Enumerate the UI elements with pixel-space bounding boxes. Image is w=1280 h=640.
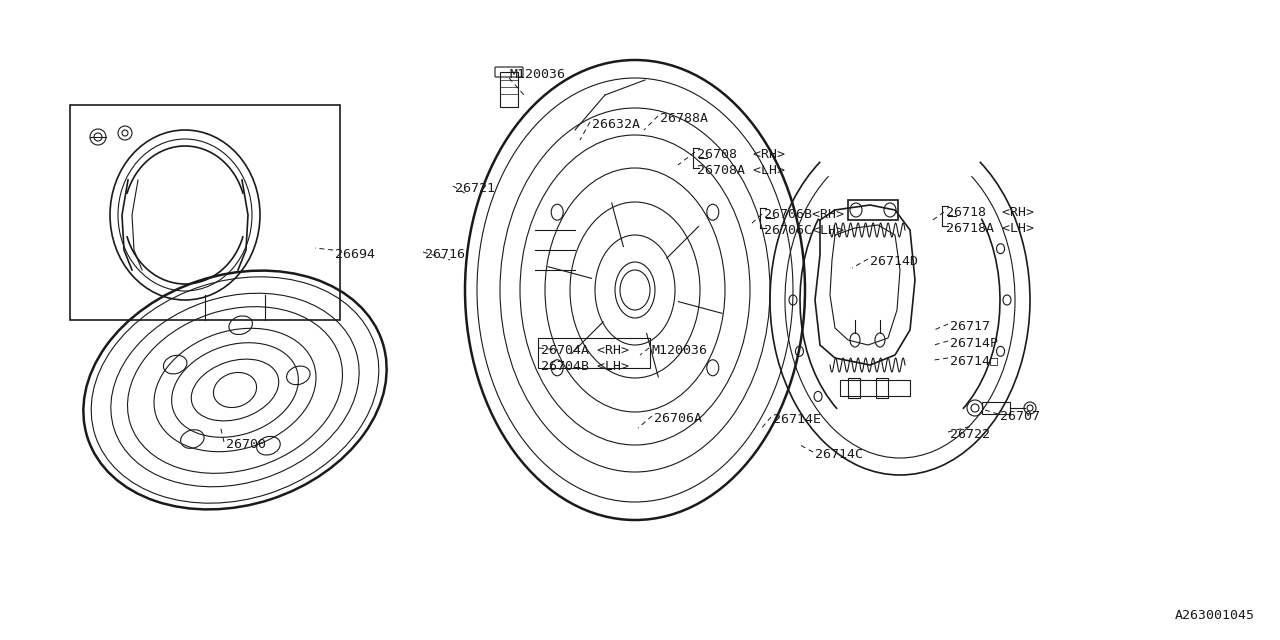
Bar	[876, 378, 888, 398]
Text: 26714D: 26714D	[870, 255, 918, 268]
Bar	[70, 105, 340, 320]
Text: 26716: 26716	[425, 248, 465, 261]
Text: M120036: M120036	[509, 68, 566, 81]
Bar	[982, 402, 1010, 414]
Text: 26706B<RH>: 26706B<RH>	[764, 208, 844, 221]
Text: 26714C: 26714C	[815, 448, 863, 461]
Text: 26708  <RH>: 26708 <RH>	[698, 148, 785, 161]
Bar	[849, 378, 860, 398]
Text: 26704A <RH>: 26704A <RH>	[541, 344, 628, 357]
Text: 26706C<LH>: 26706C<LH>	[764, 224, 844, 237]
Bar	[500, 72, 518, 107]
Text: 26700: 26700	[227, 438, 266, 451]
Text: 26721: 26721	[454, 182, 495, 195]
Text: 26722: 26722	[950, 428, 989, 441]
Text: 26706A: 26706A	[654, 412, 701, 425]
Bar	[849, 200, 899, 220]
Bar	[538, 338, 650, 368]
Text: 26694: 26694	[335, 248, 375, 261]
Text: 26714P: 26714P	[950, 337, 998, 350]
Bar	[840, 380, 910, 396]
Text: A263001045: A263001045	[1175, 609, 1254, 622]
Text: 26707: 26707	[1000, 410, 1039, 423]
Text: 26714E: 26714E	[773, 413, 820, 426]
Text: 26718  <RH>: 26718 <RH>	[946, 206, 1034, 219]
Text: 26632A: 26632A	[591, 118, 640, 131]
Text: 26788A: 26788A	[660, 112, 708, 125]
Text: 26717: 26717	[950, 320, 989, 333]
Text: 26708A <LH>: 26708A <LH>	[698, 164, 785, 177]
Text: M120036: M120036	[652, 344, 707, 357]
Text: 26718A <LH>: 26718A <LH>	[946, 222, 1034, 235]
Text: 26714□: 26714□	[950, 354, 998, 367]
Text: 26704B <LH>: 26704B <LH>	[541, 360, 628, 373]
